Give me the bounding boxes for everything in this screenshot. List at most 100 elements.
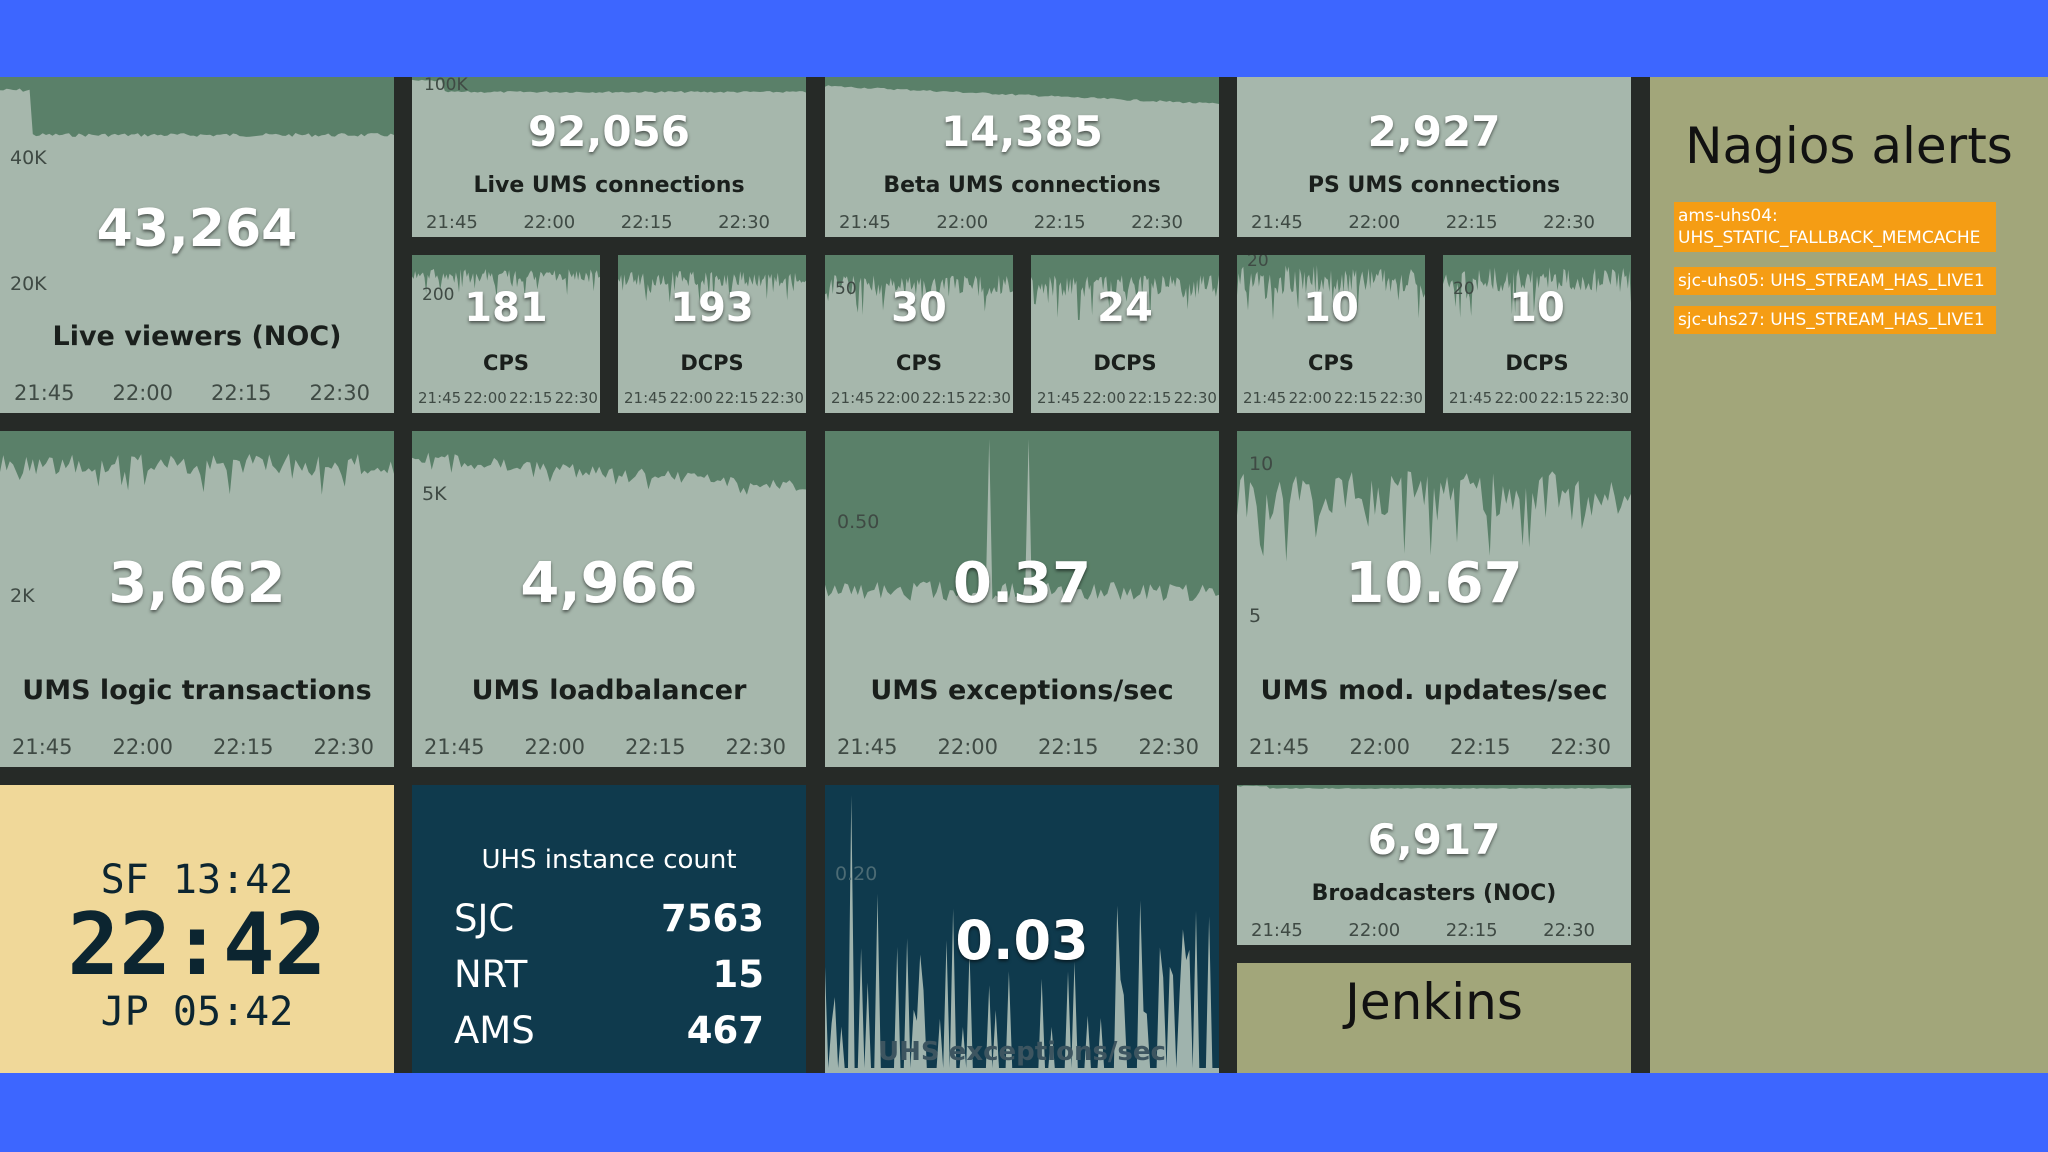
time-tick: 22:15	[624, 735, 686, 759]
time-tick: 22:00	[1349, 735, 1411, 759]
ps-dcps-tile: 20 10 DCPS 21:45 22:00 22:15 22:30	[1443, 255, 1631, 413]
beta-cps-value: 30	[891, 285, 947, 331]
sparkline-area	[1237, 255, 1425, 321]
time-tick: 22:30	[1131, 212, 1183, 233]
time-tick: 22:15	[715, 389, 759, 407]
sparkline-area	[618, 255, 806, 303]
time-tick: 22:00	[463, 389, 507, 407]
time-tick: 22:30	[1379, 389, 1423, 407]
live-cps-label: CPS	[483, 351, 529, 375]
time-tick: 21:45	[1251, 212, 1303, 233]
site-count: 15	[712, 953, 765, 996]
time-tick: 21:45	[831, 389, 875, 407]
y-tick-5k: 5K	[422, 483, 447, 505]
jp-time: JP 05:42	[100, 989, 294, 1035]
time-tick: 21:45	[14, 381, 75, 405]
main-time: 22:42	[67, 895, 327, 995]
time-tick: 21:45	[1449, 389, 1493, 407]
ums-loadbalancer-label: UMS loadbalancer	[471, 675, 747, 706]
ps-cps-label: CPS	[1308, 351, 1354, 375]
time-tick: 22:15	[210, 381, 272, 405]
beta-dcps-value: 24	[1097, 285, 1153, 331]
uhs-exceptions-tile: 0.20 0.03 UHS exceptions/sec	[825, 785, 1219, 1073]
ums-mod-updates-label: UMS mod. updates/sec	[1260, 675, 1608, 706]
time-tick: 21:45	[837, 735, 898, 759]
time-axis: 21:45 22:00 22:15 22:30	[624, 389, 804, 407]
site-name: NRT	[454, 953, 528, 996]
time-tick: 22:00	[1082, 389, 1126, 407]
time-tick: 22:30	[760, 389, 804, 407]
time-tick: 22:15	[509, 389, 553, 407]
time-axis: 21:45 22:00 22:15 22:30	[12, 735, 374, 759]
sparkline-area	[825, 77, 1219, 104]
uhs-exceptions-label: UHS exceptions/sec	[878, 1037, 1166, 1067]
uhs-instance-count-title: UHS instance count	[481, 845, 737, 875]
beta-cps-label: CPS	[896, 351, 942, 375]
time-tick: 21:45	[624, 389, 668, 407]
time-axis: 21:45 22:00 22:15 22:30	[418, 389, 598, 407]
beta-ums-sparkline	[825, 77, 1219, 104]
live-viewers-value: 43,264	[96, 199, 298, 259]
time-tick: 22:30	[554, 389, 598, 407]
beta-cps-sparkline	[825, 255, 1013, 319]
ums-exceptions-label: UMS exceptions/sec	[870, 675, 1174, 706]
site-name: SJC	[454, 897, 515, 940]
sparkline-area	[412, 77, 806, 93]
time-tick: 21:45	[426, 212, 478, 233]
time-axis: 21:45 22:00 22:15 22:30	[831, 389, 1011, 407]
nagios-alert[interactable]: ams-uhs04: UHS_STATIC_FALLBACK_MEMCACHE	[1674, 202, 1996, 252]
beta-dcps-sparkline	[1031, 255, 1219, 321]
live-ums-value: 92,056	[527, 107, 691, 156]
y-tick-0-20: 0.20	[835, 863, 878, 885]
nagios-alert[interactable]: sjc-uhs05: UHS_STREAM_HAS_LIVE1	[1674, 267, 1996, 295]
live-dcps-sparkline	[618, 255, 806, 303]
time-tick: 22:00	[669, 389, 713, 407]
live-cps-tile: 200 181 CPS 21:45 22:00 22:15 22:30	[412, 255, 600, 413]
instance-row-sjc: SJC 7563	[454, 897, 764, 940]
ps-dcps-sparkline	[1443, 255, 1631, 318]
sparkline-area	[1031, 255, 1219, 321]
time-tick: 22:30	[1543, 212, 1595, 233]
time-tick: 22:30	[309, 381, 370, 405]
dashboard-board: 40K 20K 43,264 Live viewers (NOC) 21:45 …	[0, 77, 2048, 1073]
time-tick: 22:00	[1348, 212, 1401, 233]
live-viewers-tile: 40K 20K 43,264 Live viewers (NOC) 21:45 …	[0, 77, 394, 413]
live-cps-value: 181	[464, 285, 548, 331]
y-tick-40k: 40K	[10, 147, 47, 169]
live-dcps-label: DCPS	[680, 351, 744, 375]
time-axis: 21:45 22:00 22:15 22:30	[837, 735, 1199, 759]
time-tick: 21:45	[839, 212, 891, 233]
time-tick: 22:30	[313, 735, 374, 759]
ums-exceptions-tile: 0.50 0.37 UMS exceptions/sec 21:45 22:00…	[825, 431, 1219, 767]
time-tick: 22:00	[1288, 389, 1332, 407]
time-axis: 21:45 22:00 22:15 22:30	[1249, 735, 1611, 759]
y-tick-10: 10	[1249, 453, 1274, 475]
jenkins-tile: Jenkins	[1237, 963, 1631, 1073]
nagios-alert[interactable]: sjc-uhs27: UHS_STREAM_HAS_LIVE1	[1674, 306, 1996, 334]
world-clock-tile: SF 13:42 22:42 JP 05:42	[0, 785, 394, 1073]
live-viewers-label: Live viewers (NOC)	[52, 321, 342, 352]
sparkline-area	[0, 431, 394, 495]
time-axis: 21:45 22:00 22:15 22:30	[1243, 389, 1423, 407]
ums-logic-sparkline	[0, 431, 394, 495]
live-ums-sparkline	[412, 77, 806, 93]
live-viewers-sparkline	[0, 77, 394, 137]
time-tick: 22:30	[1138, 735, 1199, 759]
time-tick: 22:00	[523, 212, 576, 233]
beta-ums-value: 14,385	[940, 107, 1104, 156]
ps-ums-value: 2,927	[1367, 107, 1501, 156]
time-axis: 21:45 22:00 22:15 22:30	[1251, 920, 1595, 941]
time-tick: 21:45	[12, 735, 73, 759]
ums-loadbalancer-value: 4,966	[520, 551, 698, 616]
ums-exceptions-value: 0.37	[952, 551, 1092, 616]
ps-cps-tile: 20 10 CPS 21:45 22:00 22:15 22:30	[1237, 255, 1425, 413]
y-tick-2k: 2K	[10, 585, 35, 607]
sparkline-area	[1237, 785, 1631, 789]
beta-dcps-tile: 24 DCPS 21:45 22:00 22:15 22:30	[1031, 255, 1219, 413]
ps-dcps-label: DCPS	[1505, 351, 1569, 375]
time-axis: 21:45 22:00 22:15 22:30	[839, 212, 1183, 233]
live-ums-connections-tile: 100K 92,056 Live UMS connections 21:45 2…	[412, 77, 806, 237]
sparkline-area	[825, 255, 1013, 319]
time-tick: 22:15	[1445, 920, 1498, 941]
time-tick: 21:45	[1249, 735, 1310, 759]
